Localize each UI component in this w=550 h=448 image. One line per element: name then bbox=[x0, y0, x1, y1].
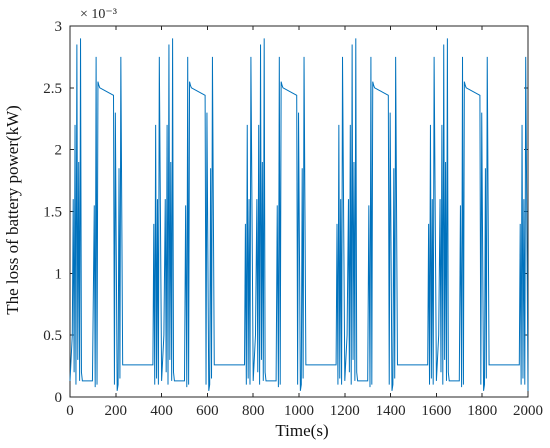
y-tick-label: 2.5 bbox=[43, 81, 62, 97]
x-tick-label: 1200 bbox=[330, 403, 360, 419]
x-tick-label: 600 bbox=[196, 403, 219, 419]
x-tick-label: 1600 bbox=[421, 403, 451, 419]
y-tick-label: 3 bbox=[55, 19, 63, 35]
y-tick-label: 1.5 bbox=[43, 205, 62, 221]
y-tick-label: 1 bbox=[55, 266, 63, 282]
x-tick-label: 1000 bbox=[284, 403, 314, 419]
y-tick-label: 2 bbox=[55, 143, 63, 159]
x-tick-label: 400 bbox=[150, 403, 173, 419]
y-tick-label: 0.5 bbox=[43, 328, 62, 344]
x-tick-label: 200 bbox=[105, 403, 128, 419]
axes-layer: 0 200 400 600 800 1000 1200 1400 1600 1800 2000 0 0.… bbox=[43, 19, 543, 419]
x-tick-label: 0 bbox=[66, 403, 74, 419]
x-axis-label: Time(s) bbox=[275, 421, 328, 440]
y-axis-exponent-label: × 10⁻³ bbox=[80, 7, 117, 22]
series-layer bbox=[69, 38, 529, 391]
series-line-0 bbox=[69, 38, 529, 391]
labels-layer: Time(s) The loss of battery power(kW) × … bbox=[3, 7, 329, 440]
y-tick-label: 0 bbox=[55, 390, 63, 406]
y-axis-label: The loss of battery power(kW) bbox=[3, 105, 22, 315]
x-tick-label: 1400 bbox=[376, 403, 406, 419]
x-tick-label: 800 bbox=[242, 403, 265, 419]
x-tick-label: 2000 bbox=[513, 403, 543, 419]
x-tick-label: 1800 bbox=[467, 403, 497, 419]
